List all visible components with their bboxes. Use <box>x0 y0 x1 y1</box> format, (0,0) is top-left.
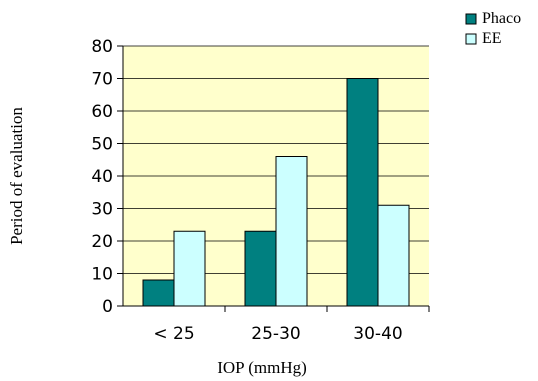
legend-label-ee: EE <box>482 30 502 47</box>
bar-ee-2 <box>275 156 308 307</box>
legend: Phaco EE <box>465 10 521 47</box>
y-tick-label: 0 <box>102 297 113 317</box>
y-tick-label: 30 <box>91 200 113 220</box>
x-axis-label: IOP (mmHg) <box>217 358 307 377</box>
bar-phaco-2 <box>244 230 277 307</box>
y-tick-label: 40 <box>91 167 113 187</box>
x-tick-label: 25-30 <box>251 324 300 344</box>
y-tick-label: 60 <box>91 102 113 122</box>
bar-phaco-1 <box>142 279 175 307</box>
legend-swatch-ee <box>465 33 477 45</box>
y-tick-label: 80 <box>91 37 113 57</box>
bar-ee-3 <box>377 204 410 307</box>
bar-phaco-3 <box>346 78 379 307</box>
y-tick-label: 10 <box>91 265 113 285</box>
x-ticks: < 25 25-30 30-40 <box>153 306 430 344</box>
y-axis-label: Period of evaluation <box>7 107 26 245</box>
legend-swatch-phaco <box>465 13 477 25</box>
bars <box>142 78 410 307</box>
bar-ee-1 <box>173 230 206 307</box>
y-ticks: 0 10 20 30 40 50 60 70 80 <box>91 37 123 317</box>
y-tick-label: 20 <box>91 232 113 252</box>
x-tick-label: 30-40 <box>353 324 402 344</box>
y-tick-label: 50 <box>91 135 113 155</box>
x-tick-label: < 25 <box>153 324 194 344</box>
legend-label-phaco: Phaco <box>482 10 521 27</box>
y-tick-label: 70 <box>91 70 113 90</box>
